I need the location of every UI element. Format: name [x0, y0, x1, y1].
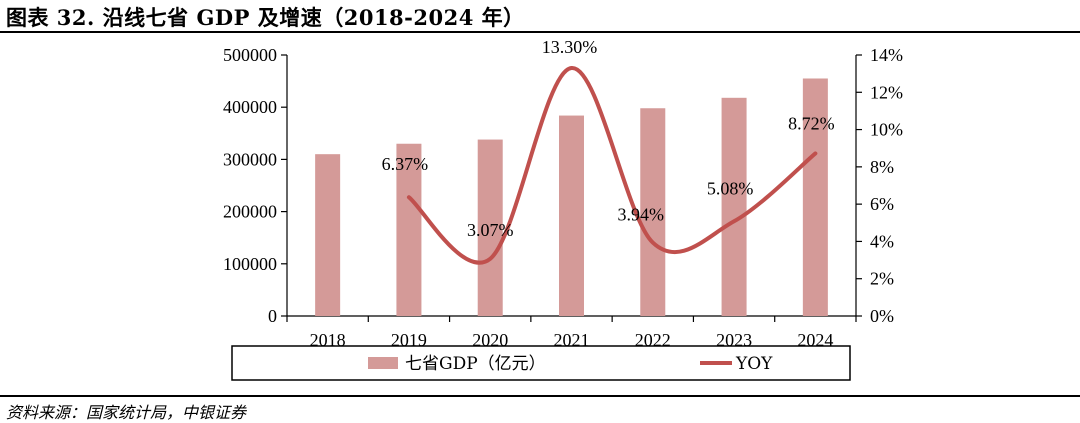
yoy-data-label: 6.37% [382, 154, 429, 174]
chart-title: 图表 32. 沿线七省 GDP 及增速（2018-2024 年） [6, 5, 525, 30]
yoy-line: 6.37% 3.07% 13.30% 3.94% 5.08% 8.72% [382, 37, 835, 265]
y-right-tick-label: 6% [870, 194, 894, 214]
yoy-data-label: 13.30% [542, 37, 598, 57]
legend-swatch-gdp [368, 357, 398, 369]
top-rule [0, 31, 1080, 33]
source-note: 资料来源：国家统计局，中银证券 [6, 403, 247, 422]
yoy-data-label: 3.07% [467, 220, 514, 240]
yoy-line-path [406, 66, 818, 265]
x-tick-label: 2018 [310, 330, 346, 350]
gdp-bar [477, 139, 503, 316]
y-right-tick-label: 2% [870, 269, 894, 289]
legend: 七省GDP（亿元） YOY [231, 345, 851, 381]
y-right-tick-label: 4% [870, 231, 894, 251]
gdp-bar [559, 115, 584, 316]
tick-labels: 0 100000 200000 300000 400000 500000 0% 2% 4% 6% 8… [223, 45, 903, 350]
y-left-tick-label: 400000 [223, 97, 277, 117]
bottom-rule [0, 395, 1080, 397]
yoy-data-label: 5.08% [707, 178, 754, 198]
yoy-data-label: 8.72% [788, 113, 835, 133]
legend-label-gdp: 七省GDP（亿元） [405, 354, 546, 374]
y-right-tick-label: 0% [870, 306, 894, 326]
x-tick-label: 2020 [472, 330, 508, 350]
y-right-tick-label: 12% [870, 82, 903, 102]
legend-label-yoy: YOY [735, 354, 773, 374]
x-tick-label: 2019 [391, 330, 427, 350]
y-left-tick-label: 200000 [223, 202, 277, 222]
yoy-data-label: 3.94% [618, 205, 665, 225]
gdp-bar [315, 154, 341, 316]
legend-box [231, 345, 851, 381]
x-tick-label: 2023 [716, 330, 752, 350]
gdp-bars [315, 78, 828, 317]
gdp-bar [640, 108, 666, 316]
gdp-bar [802, 78, 828, 317]
gdp-bar [721, 97, 747, 316]
x-tick-label: 2021 [554, 330, 590, 350]
x-tick-label: 2022 [635, 330, 671, 350]
y-left-tick-label: 100000 [223, 254, 277, 274]
y-right-tick-label: 14% [870, 45, 903, 65]
y-right-tick-label: 8% [870, 157, 894, 177]
y-left-tick-label: 500000 [223, 45, 277, 65]
y-left-tick-label: 300000 [223, 149, 277, 169]
x-tick-label: 2024 [797, 330, 833, 350]
gdp-bar [396, 143, 422, 316]
y-left-tick-label: 0 [268, 306, 277, 326]
y-right-tick-label: 10% [870, 120, 903, 140]
